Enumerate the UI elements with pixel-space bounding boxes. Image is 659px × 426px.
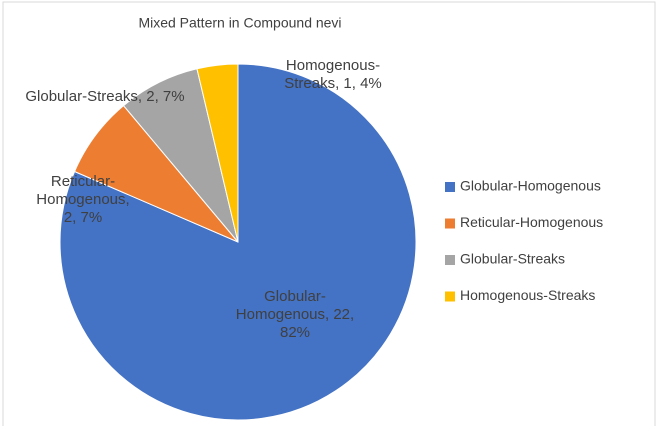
data-label: Homogenous-Streaks, 1, 4% (284, 57, 382, 92)
legend-label: Globular-Streaks (460, 251, 565, 267)
data-label: Globular-Homogenous, 22, 82% (235, 288, 355, 341)
data-label: Globular-Streaks, 2, 7% (25, 88, 185, 105)
legend-label: Reticular-Homogenous (460, 214, 603, 230)
legend-swatch (445, 291, 455, 302)
pie-slice (196, 63, 239, 243)
legend-swatch (445, 182, 455, 192)
chart-title: Mixed Pattern in Compound nevi (138, 15, 341, 31)
legend-label: Homogenous-Streaks (460, 287, 595, 303)
legend-swatch (445, 255, 455, 265)
legend-label: Globular-Homogenous (460, 178, 601, 194)
data-label: Reticular-Homogenous, 2, 7% (36, 173, 130, 226)
legend-swatch (445, 218, 455, 229)
